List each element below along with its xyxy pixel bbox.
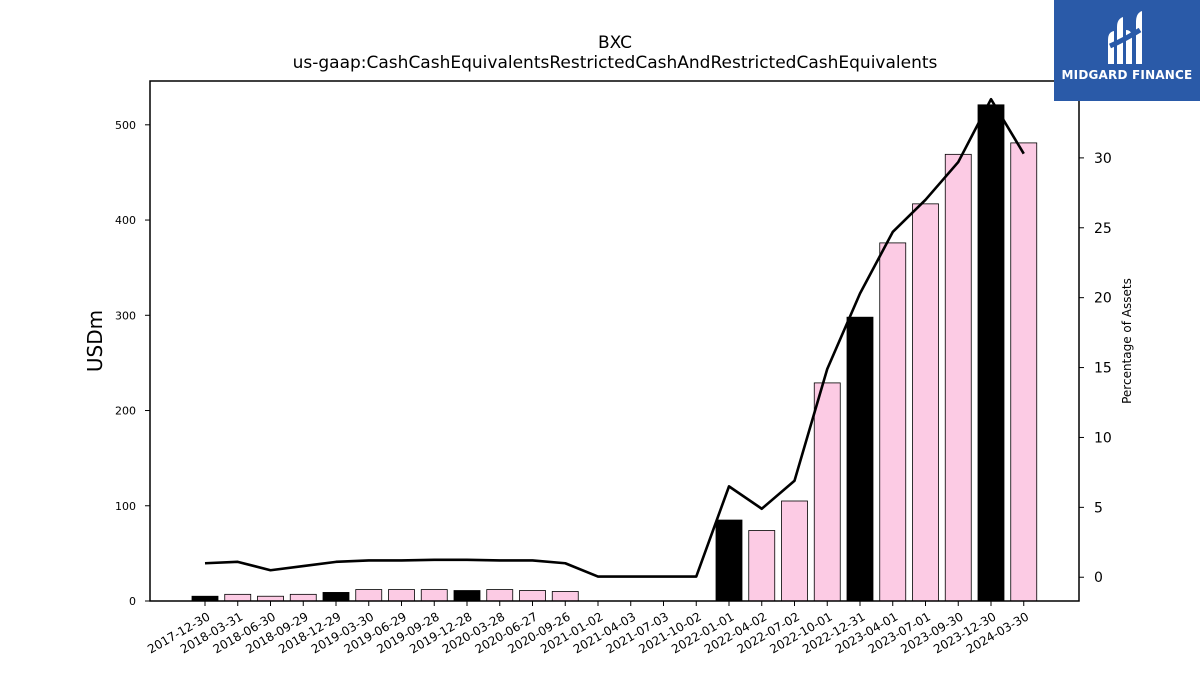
y2-tick-label: 30 — [1094, 151, 1112, 167]
bar-2022-07-02 — [781, 500, 808, 602]
bar-2020-03-28 — [486, 589, 514, 602]
bar-2018-03-31 — [224, 593, 252, 602]
bar-2018-09-29 — [289, 593, 317, 602]
logo-text: MIDGARD FINANCE — [1061, 68, 1193, 82]
bar-2023-12-30 — [977, 104, 1005, 602]
bar-2022-12-31 — [846, 316, 874, 602]
y2-tick-label: 5 — [1094, 500, 1103, 516]
bar-2022-04-02 — [748, 530, 776, 602]
bar-2020-06-27 — [519, 590, 546, 602]
bar-2019-09-28 — [420, 589, 448, 602]
y2-tick-label: 0 — [1094, 570, 1103, 586]
y2-axis-label: Percentage of Assets — [1120, 278, 1134, 404]
midgard-logo: MIDGARD FINANCE — [1054, 0, 1200, 101]
bar-2019-03-30 — [355, 589, 383, 602]
y-tick-label: 200 — [115, 405, 136, 418]
y2-tick-label: 10 — [1094, 430, 1112, 446]
y-tick-label: 400 — [115, 214, 136, 227]
bar-2019-06-29 — [388, 589, 415, 602]
y2-tick-label: 15 — [1094, 361, 1112, 377]
bar-2020-09-26 — [551, 591, 579, 602]
bar-2023-09-30 — [944, 153, 972, 602]
plot-frame — [149, 80, 1080, 602]
chart-title: BXC — [598, 33, 632, 53]
y-tick-label: 100 — [115, 500, 136, 513]
bar-2023-04-01 — [879, 242, 907, 602]
chart-subtitle: us-gaap:CashCashEquivalentsRestrictedCas… — [292, 53, 938, 73]
bar-2022-01-01 — [715, 519, 743, 602]
midgard-logo-icon — [1108, 11, 1142, 64]
bar-2023-07-01 — [912, 203, 939, 602]
y-axis-label: USDm — [83, 310, 107, 372]
bar-2018-12-29 — [322, 592, 350, 602]
y2-tick-label: 20 — [1094, 291, 1112, 307]
percentage-of-assets-line — [204, 97, 1025, 578]
y-tick-label: 500 — [115, 119, 136, 132]
y-tick-label: 0 — [129, 595, 136, 608]
bar-2022-10-01 — [813, 382, 841, 602]
y2-tick-label: 25 — [1094, 221, 1112, 237]
y-tick-label: 300 — [115, 309, 136, 322]
bar-2019-12-28 — [453, 590, 481, 602]
bar-2024-03-30 — [1010, 142, 1038, 602]
